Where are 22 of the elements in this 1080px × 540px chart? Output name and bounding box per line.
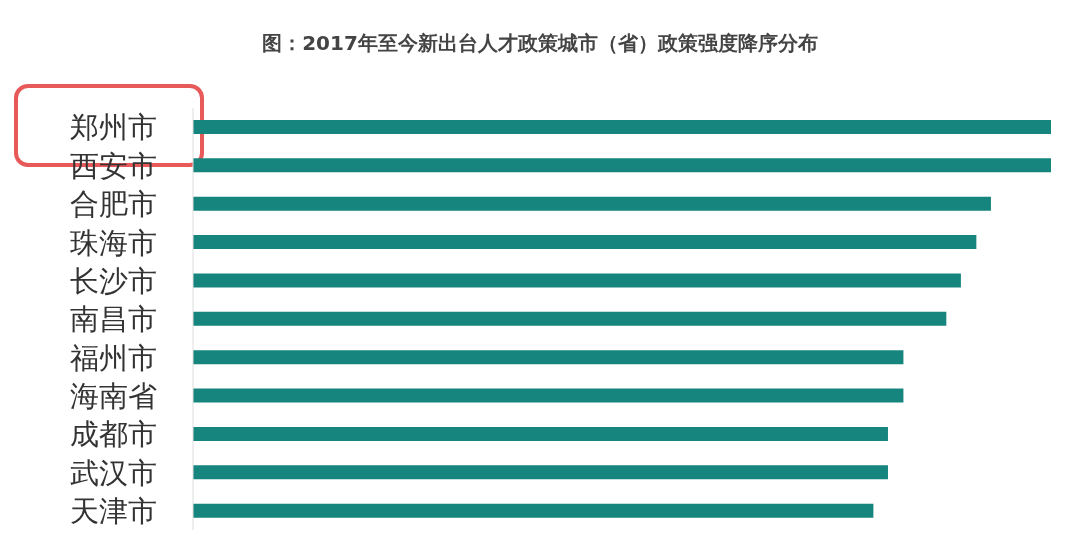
- y-tick-label: 郑州市: [70, 110, 157, 145]
- bar: [193, 196, 991, 211]
- y-tick-label: 海南省: [70, 379, 157, 414]
- bar: [193, 120, 1051, 134]
- y-tick-label: 合肥市: [70, 187, 157, 222]
- bar: [193, 158, 1051, 173]
- y-tick-label: 南昌市: [70, 302, 157, 337]
- chart-title: 图：2017年至今新出台人才政策城市（省）政策强度降序分布: [261, 30, 819, 57]
- y-tick-label: 珠海市: [70, 225, 157, 260]
- bar: [193, 388, 904, 403]
- y-tick-label: 福州市: [70, 340, 157, 375]
- bar: [193, 350, 904, 365]
- bar: [193, 311, 947, 326]
- bar: [193, 465, 888, 480]
- y-tick-label: 武汉市: [70, 455, 157, 490]
- bar: [193, 273, 961, 288]
- y-tick-label: 天津市: [70, 494, 157, 529]
- y-tick-label: 长沙市: [70, 263, 157, 298]
- bar: [193, 503, 874, 518]
- y-tick-label: 成都市: [70, 417, 157, 452]
- bar: [193, 426, 888, 441]
- bar: [193, 235, 977, 250]
